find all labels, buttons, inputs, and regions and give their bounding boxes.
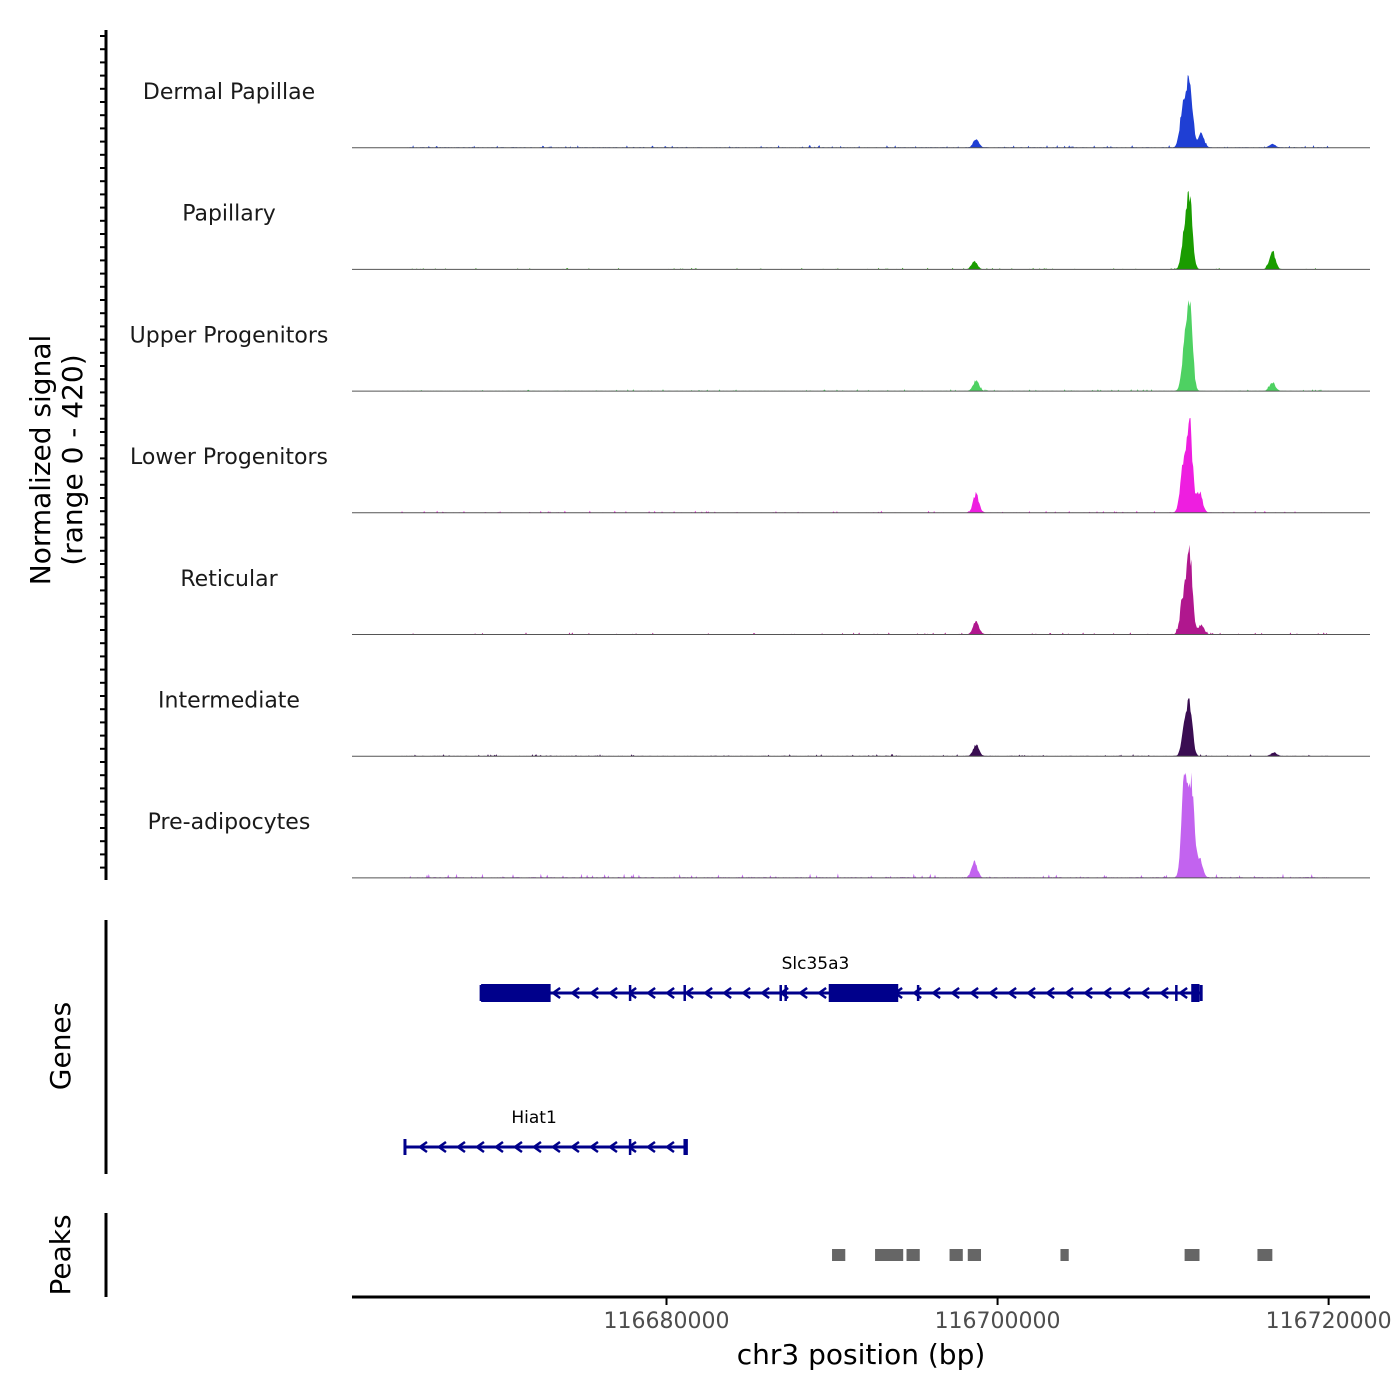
exon — [1191, 984, 1200, 1002]
gene-models: Slc35a3 Hiat1 — [403, 954, 1203, 1155]
strand-arrow — [531, 1140, 542, 1154]
strand-arrow — [1177, 986, 1188, 1000]
peak-region — [875, 1249, 904, 1261]
strand-arrow — [417, 1140, 428, 1154]
track-label: Lower Progenitors — [130, 445, 328, 470]
exon — [481, 984, 551, 1002]
x-tick-label: 116700000 — [935, 1309, 1061, 1334]
strand-arrow — [987, 986, 998, 1000]
genes-panel-label: Genes — [44, 1002, 77, 1090]
strand-arrow — [569, 986, 580, 1000]
coverage-area — [352, 300, 1370, 392]
coverage-track-2: Papillary — [182, 190, 1370, 270]
strand-arrow — [474, 1140, 485, 1154]
peak-region — [1257, 1249, 1273, 1261]
strand-arrow — [645, 1140, 656, 1154]
coverage-area — [352, 75, 1370, 148]
coverage-area — [352, 190, 1370, 270]
strand-arrow — [493, 1140, 504, 1154]
strand-arrow — [930, 986, 941, 1000]
strand-arrow — [588, 986, 599, 1000]
signal-y-axis — [100, 30, 108, 880]
strand-arrow — [607, 986, 618, 1000]
coverage-tracks: Dermal Papillae Papillary Upper Progenitor… — [130, 75, 1370, 879]
strand-arrow — [455, 1140, 466, 1154]
gene-hiat1: Hiat1 — [403, 1108, 688, 1155]
coverage-track-3: Upper Progenitors — [130, 300, 1370, 392]
peak-region — [967, 1249, 982, 1261]
track-label: Dermal Papillae — [143, 80, 315, 105]
coverage-track-1: Dermal Papillae — [143, 75, 1370, 149]
peak-regions — [832, 1249, 1273, 1261]
strand-arrow — [1044, 986, 1055, 1000]
coverage-area — [352, 772, 1370, 878]
strand-arrow — [664, 986, 675, 1000]
track-label: Upper Progenitors — [130, 323, 329, 348]
track-label: Pre-adipocytes — [148, 810, 311, 835]
strand-arrow — [1139, 986, 1150, 1000]
gene-slc35a3: Slc35a3 — [479, 954, 1203, 1002]
peak-region — [832, 1249, 846, 1261]
strand-arrow — [1063, 986, 1074, 1000]
gene-label: Hiat1 — [511, 1108, 556, 1128]
y-axis-title-line2: (range 0 - 420) — [56, 354, 89, 565]
x-tick-label: 116720000 — [1266, 1309, 1392, 1334]
peak-region — [906, 1249, 920, 1261]
strand-arrow — [607, 1140, 618, 1154]
strand-arrow — [702, 986, 713, 1000]
coverage-area — [352, 698, 1370, 757]
strand-arrow — [683, 986, 694, 1000]
strand-arrow — [1120, 986, 1131, 1000]
x-axis-title: chr3 position (bp) — [737, 1338, 986, 1371]
y-axis-title-line1: Normalized signal — [24, 335, 57, 586]
strand-arrow — [569, 1140, 580, 1154]
strand-arrow — [721, 986, 732, 1000]
strand-arrow — [1025, 986, 1036, 1000]
peaks-panel-label: Peaks — [44, 1214, 77, 1295]
strand-arrow — [759, 986, 770, 1000]
strand-arrow — [1101, 986, 1112, 1000]
strand-arrow — [816, 986, 827, 1000]
coverage-area — [352, 418, 1370, 513]
strand-arrow — [1082, 986, 1093, 1000]
strand-arrow — [797, 986, 808, 1000]
strand-arrow — [550, 986, 561, 1000]
strand-arrow — [664, 1140, 675, 1154]
strand-arrow — [968, 986, 979, 1000]
peak-region — [1060, 1249, 1069, 1261]
x-axis-ticks: 116680000 116700000 116720000 — [604, 1297, 1392, 1334]
coverage-track-5: Reticular — [180, 544, 1370, 635]
strand-arrow — [512, 1140, 523, 1154]
coverage-track-7: Pre-adipocytes — [148, 772, 1370, 879]
peak-region — [1184, 1249, 1200, 1261]
track-label: Papillary — [182, 202, 276, 227]
peak-region — [949, 1249, 963, 1261]
strand-arrow — [436, 1140, 447, 1154]
coverage-area — [352, 544, 1370, 635]
strand-arrow — [1158, 986, 1169, 1000]
coverage-track-6: Intermediate — [158, 689, 1370, 757]
track-label: Intermediate — [158, 689, 300, 714]
exon — [828, 984, 899, 1002]
x-tick-label: 116680000 — [604, 1309, 730, 1334]
strand-arrow — [550, 1140, 561, 1154]
coverage-track-4: Lower Progenitors — [130, 418, 1370, 514]
strand-arrow — [1006, 986, 1017, 1000]
strand-arrow — [949, 986, 960, 1000]
gene-label: Slc35a3 — [782, 954, 850, 974]
track-label: Reticular — [180, 567, 278, 592]
signal-y-ticks — [100, 35, 106, 869]
strand-arrow — [645, 986, 656, 1000]
strand-arrow — [740, 986, 751, 1000]
strand-arrow — [588, 1140, 599, 1154]
